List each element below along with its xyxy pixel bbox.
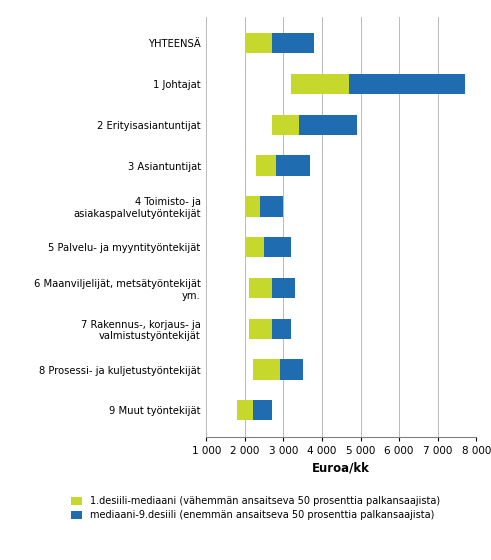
X-axis label: Euroa/kk: Euroa/kk bbox=[312, 461, 370, 474]
Bar bbox=[245, 196, 260, 217]
Bar bbox=[260, 196, 283, 217]
Bar bbox=[275, 156, 310, 176]
Bar bbox=[252, 400, 272, 421]
Bar bbox=[245, 237, 264, 258]
Bar bbox=[248, 278, 272, 298]
Bar bbox=[237, 400, 252, 421]
Bar bbox=[272, 319, 291, 339]
Bar bbox=[256, 156, 275, 176]
Bar bbox=[291, 74, 349, 94]
Bar bbox=[272, 115, 299, 135]
Bar bbox=[272, 278, 295, 298]
Bar bbox=[245, 33, 272, 54]
Bar bbox=[252, 360, 279, 380]
Legend: 1.desiili-mediaani (vähemmän ansaitseva 50 prosenttia palkansaajista), mediaani-: 1.desiili-mediaani (vähemmän ansaitseva … bbox=[71, 496, 440, 520]
Bar bbox=[248, 319, 272, 339]
Bar bbox=[299, 115, 356, 135]
Bar bbox=[349, 74, 464, 94]
Bar bbox=[279, 360, 302, 380]
Bar bbox=[272, 33, 314, 54]
Bar bbox=[264, 237, 291, 258]
